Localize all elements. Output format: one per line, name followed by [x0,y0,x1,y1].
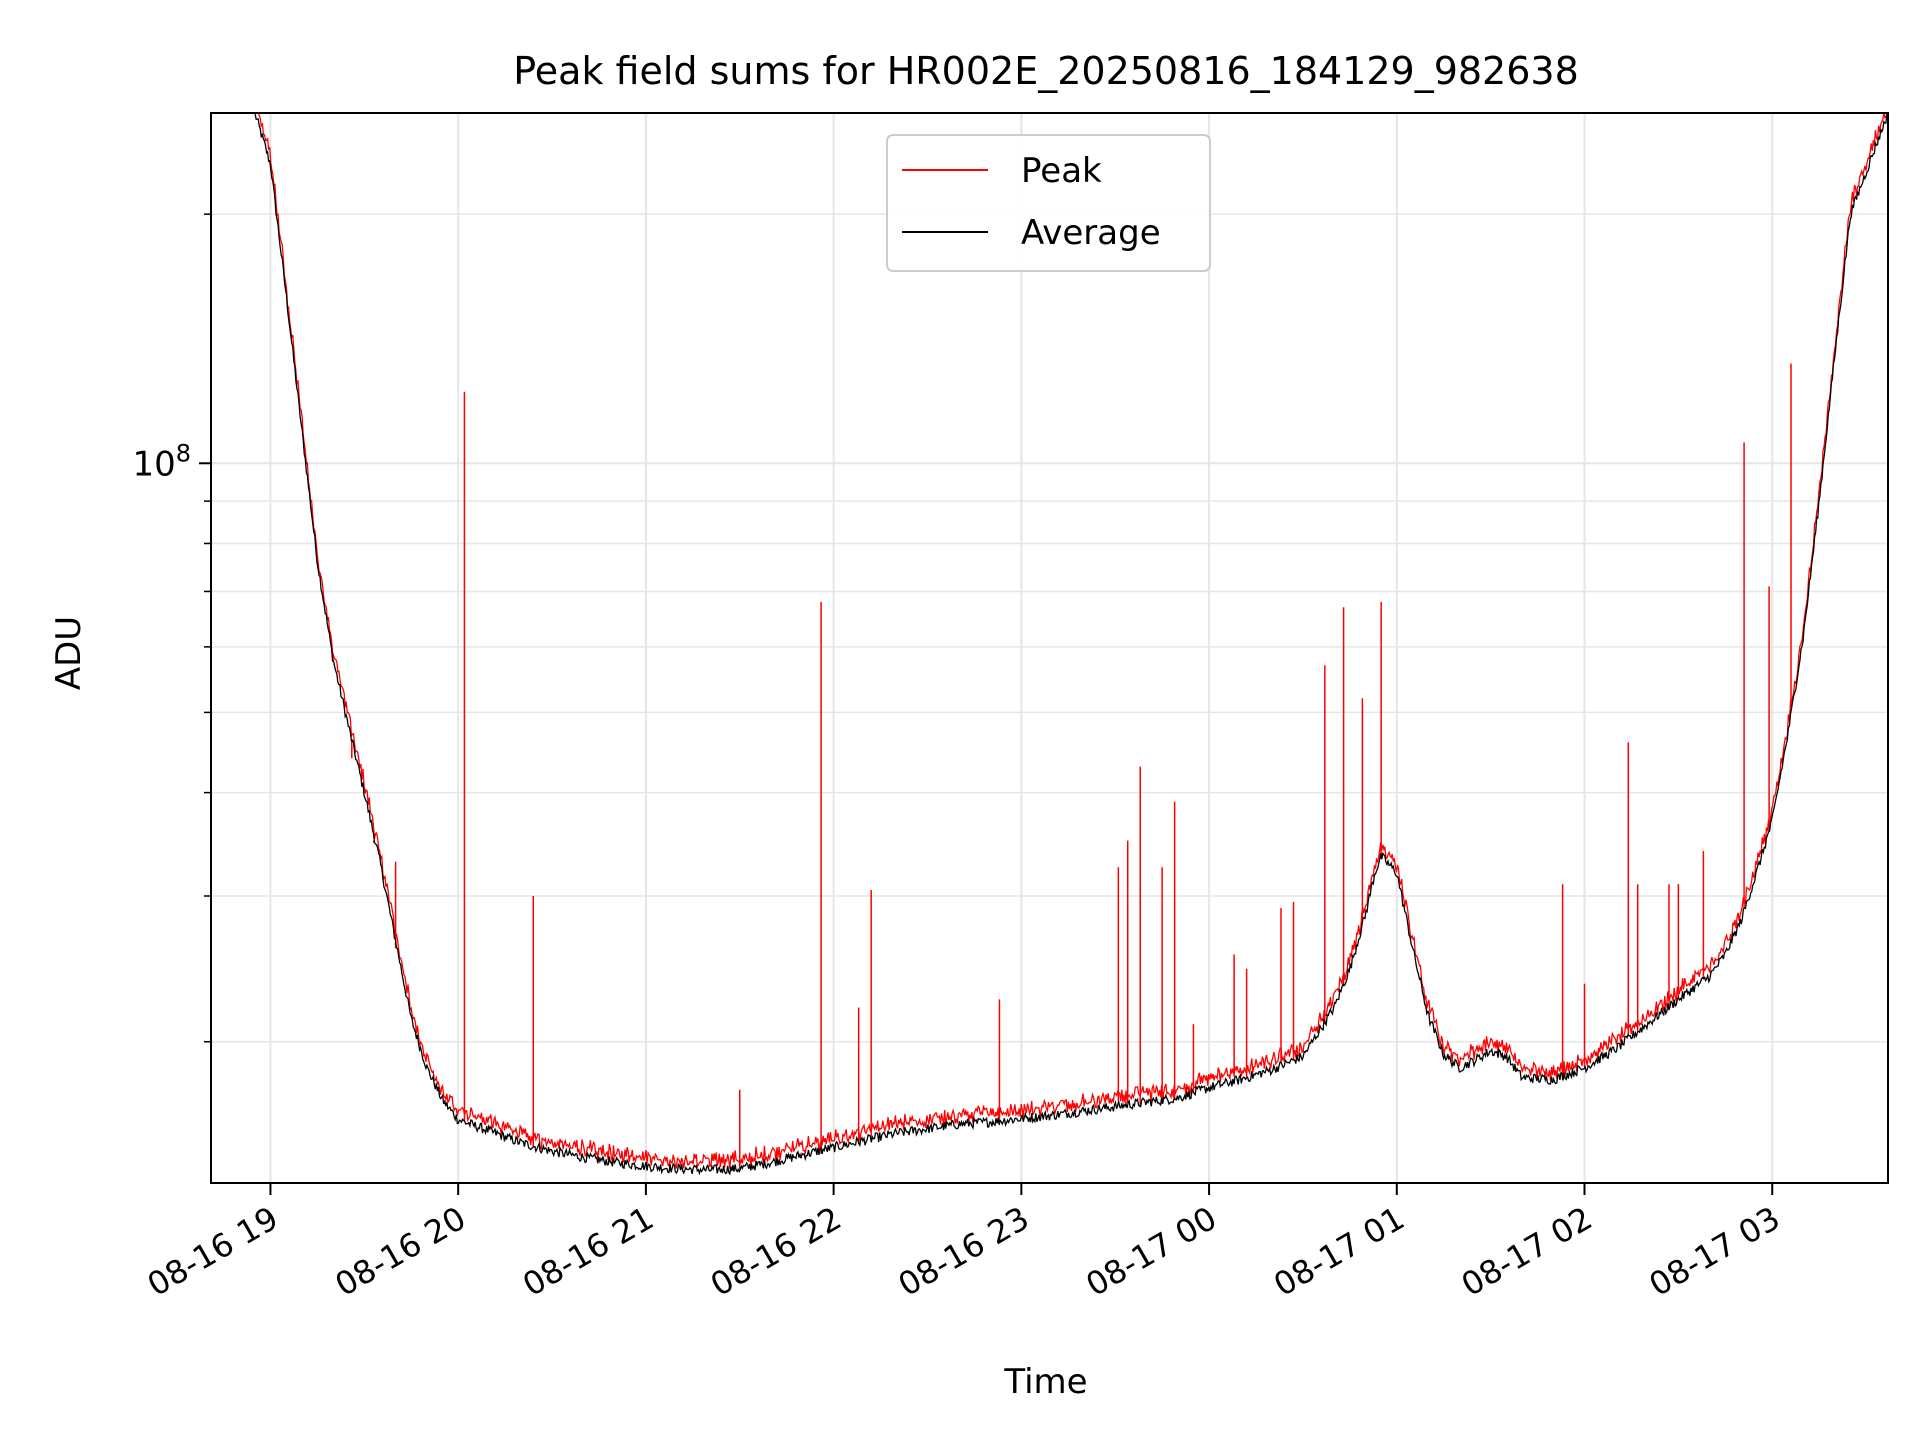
plot-area [211,112,1889,1176]
chart-title: Peak field sums for HR002E_20250816_1841… [513,49,1579,93]
average-line [211,112,1889,1176]
y-axis: 108 [132,213,211,1043]
y-axis-label: ADU [49,616,89,690]
legend-peak-label: Peak [1021,151,1102,191]
x-axis-label: Time [1003,1362,1087,1402]
axes-frame [210,112,1889,1184]
legend-average-label: Average [1021,213,1161,253]
y-tick-label: 108 [132,439,191,484]
peak-line [211,112,1888,1170]
legend: Peak Average [886,134,1211,272]
